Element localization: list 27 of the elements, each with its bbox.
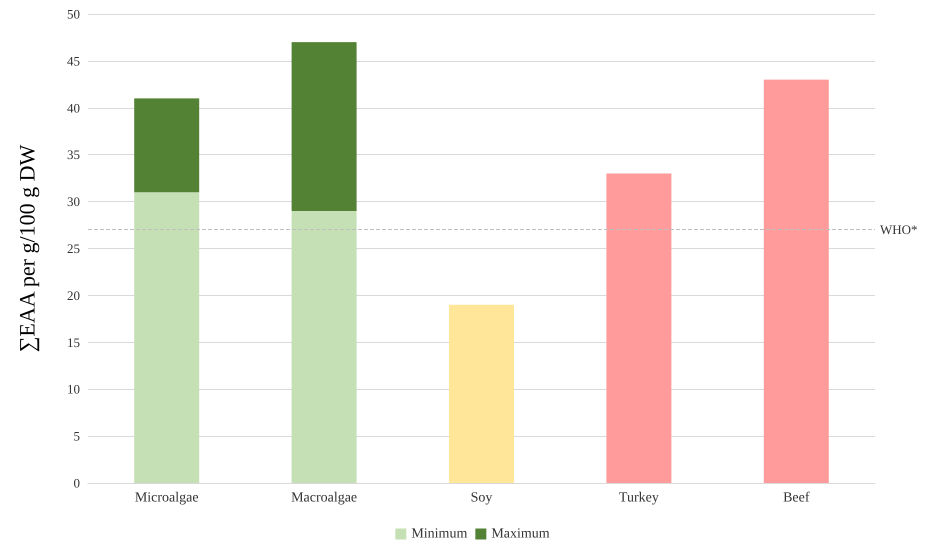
y-axis-title: ∑EAA per g/100 g DW	[14, 144, 40, 352]
bar	[134, 192, 200, 483]
bar	[134, 98, 200, 192]
x-tick-label: Microalgae	[134, 490, 199, 506]
y-tick-label: 25	[67, 241, 80, 256]
bar	[606, 173, 672, 483]
y-tick-label: 10	[67, 382, 80, 397]
y-tick-label: 45	[67, 53, 80, 68]
y-tick-label: 15	[67, 334, 80, 350]
bar	[449, 304, 514, 483]
y-tick-label: 5	[74, 428, 80, 444]
bar	[292, 42, 357, 211]
y-tick-label: 40	[67, 100, 80, 116]
bar	[764, 80, 829, 483]
y-tick-label: 0	[74, 476, 80, 490]
y-tick-label: 50	[67, 6, 80, 22]
y-tick-label: 30	[67, 194, 80, 210]
y-tick-label: 20	[67, 288, 80, 303]
bar	[292, 210, 357, 483]
x-tick-label: Beef	[783, 490, 810, 506]
ref-line-label: WHO*	[880, 222, 918, 238]
legend-label: Minimum	[411, 526, 468, 542]
x-tick-label: Turkey	[618, 490, 659, 506]
x-tick-label: Macroalgae	[291, 490, 358, 506]
y-tick-label: 35	[67, 147, 80, 162]
x-tick-label: Soy	[470, 490, 492, 506]
legend-label: Maximum	[491, 526, 550, 542]
